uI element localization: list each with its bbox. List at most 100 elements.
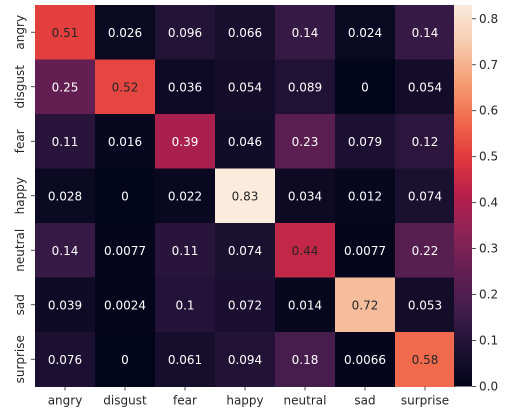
cell-value-label: 0.14	[292, 26, 319, 40]
heatmap-cell	[335, 168, 396, 224]
cell-value-label: 0.0066	[344, 353, 386, 367]
cell-value-label: 0.0077	[104, 244, 146, 258]
y-tick-label: angry	[13, 15, 27, 50]
x-tick-label: disgust	[103, 394, 147, 408]
heatmap-cell	[215, 277, 276, 333]
heatmap-cell	[35, 168, 96, 224]
heatmap-cell	[95, 332, 156, 387]
colorbar-tick-label: 0.3	[479, 242, 498, 256]
heatmap-cell	[155, 332, 216, 387]
x-tick-label: neutral	[284, 394, 327, 408]
heatmap-cell	[215, 223, 276, 278]
cell-value-label: 0.014	[288, 298, 322, 312]
heatmap-cell	[275, 277, 336, 333]
heatmap-cell	[35, 223, 96, 278]
heatmap-cell	[335, 59, 396, 115]
heatmap-cell	[155, 114, 216, 169]
heatmap-cell	[395, 59, 456, 115]
x-tick-label: happy	[226, 394, 263, 408]
cell-value-label: 0.028	[48, 189, 82, 203]
cell-value-label: 0.14	[52, 244, 79, 258]
heatmap-cell	[215, 332, 276, 387]
cell-value-label: 0	[361, 80, 369, 94]
heatmap-cell	[35, 59, 96, 115]
cell-value-label: 0	[121, 189, 129, 203]
cell-value-label: 0.022	[168, 189, 202, 203]
cell-value-label: 0.1	[175, 298, 194, 312]
cell-value-label: 0.036	[168, 80, 202, 94]
y-tick-label: disgust	[13, 65, 27, 109]
x-tick-label: surprise	[401, 394, 449, 408]
heatmap-cell	[395, 5, 456, 60]
colorbar-tick-label: 0.0	[479, 380, 498, 394]
cell-value-label: 0.074	[408, 189, 442, 203]
cell-value-label: 0.11	[52, 135, 79, 149]
cell-value-label: 0.39	[172, 135, 199, 149]
colorbar-tick-label: 0.6	[479, 104, 498, 118]
colorbar-tick-label: 0.2	[479, 288, 498, 302]
cell-value-label: 0.072	[228, 298, 262, 312]
cell-value-label: 0.054	[228, 80, 262, 94]
colorbar-tick-label: 0.1	[479, 334, 498, 348]
heatmap-cell	[215, 59, 276, 115]
heatmap-cell	[335, 5, 396, 60]
cell-value-label: 0.11	[172, 244, 199, 258]
heatmap-cell	[95, 59, 156, 115]
cell-value-label: 0.034	[288, 189, 322, 203]
cell-value-label: 0.72	[352, 298, 379, 312]
cell-value-label: 0.076	[48, 353, 82, 367]
cell-value-label: 0.066	[228, 26, 262, 40]
cell-value-label: 0.44	[292, 244, 319, 258]
heatmap-cell	[275, 114, 336, 169]
cell-value-label: 0.096	[168, 26, 202, 40]
colorbar-tick-label: 0.8	[479, 12, 498, 26]
cell-value-label: 0.074	[228, 244, 262, 258]
colorbar: 0.0 0.1 0.2 0.3 0.4 0.5 0.6 0.7 0.8	[454, 5, 498, 394]
cell-value-label: 0.012	[348, 189, 382, 203]
cell-value-label: 0.054	[408, 80, 442, 94]
cell-value-label: 0.12	[412, 135, 439, 149]
cell-value-label: 0.026	[108, 26, 142, 40]
heatmap-cell	[155, 277, 216, 333]
cell-value-label: 0.094	[228, 353, 262, 367]
heatmap-cell	[395, 332, 456, 387]
y-axis: angry disgust fear happy neutral sad surprise	[13, 15, 35, 383]
cell-value-label: 0.51	[52, 26, 79, 40]
cell-value-label: 0.25	[52, 80, 79, 94]
heatmap-cell	[35, 114, 96, 169]
heatmap-cells	[35, 5, 456, 387]
heatmap-cell	[155, 59, 216, 115]
y-tick-label: neutral	[13, 229, 27, 272]
heatmap-cell	[95, 223, 156, 278]
x-axis: angry disgust fear happy neutral sad surprise	[48, 386, 449, 408]
colorbar-tick-label: 0.5	[479, 150, 498, 164]
cell-value-label: 0.053	[408, 298, 442, 312]
cell-value-label: 0.079	[348, 135, 382, 149]
heatmap-cell	[275, 5, 336, 60]
heatmap-cell	[95, 114, 156, 169]
cell-value-label: 0.23	[292, 135, 319, 149]
heatmap-cell	[275, 168, 336, 224]
cell-value-label: 0.061	[168, 353, 202, 367]
heatmap-cell	[395, 223, 456, 278]
y-tick-label: happy	[13, 177, 27, 214]
heatmap-cell	[35, 277, 96, 333]
heatmap-cell	[95, 168, 156, 224]
cell-value-label: 0.22	[412, 244, 439, 258]
colorbar-tick-label: 0.4	[479, 196, 498, 210]
heatmap-cell	[395, 277, 456, 333]
heatmap-cell	[215, 5, 276, 60]
colorbar-tick-label: 0.7	[479, 58, 498, 72]
cell-value-label: 0.024	[348, 26, 382, 40]
cell-value-label: 0.83	[232, 189, 259, 203]
cell-value-label: 0.14	[412, 26, 439, 40]
heatmap-cell	[275, 223, 336, 278]
heatmap-cell	[275, 59, 336, 115]
heatmap-cell	[335, 223, 396, 278]
cell-value-label: 0.52	[112, 80, 139, 94]
cell-value-label: 0.0077	[344, 244, 386, 258]
cell-value-label: 0.016	[108, 135, 142, 149]
cell-value-label: 0.18	[292, 353, 319, 367]
heatmap-cell	[155, 168, 216, 224]
y-tick-label: fear	[13, 129, 27, 153]
